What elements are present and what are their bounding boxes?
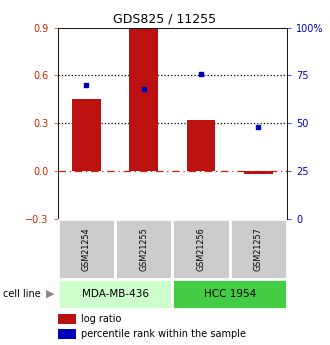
Text: GSM21257: GSM21257	[254, 227, 263, 271]
Text: GSM21254: GSM21254	[82, 227, 91, 271]
Text: GDS825 / 11255: GDS825 / 11255	[114, 12, 216, 25]
Bar	[172, 279, 287, 309]
Text: log ratio: log ratio	[81, 314, 121, 324]
Text: HCC 1954: HCC 1954	[204, 289, 256, 299]
Bar	[172, 219, 230, 279]
Bar	[58, 329, 76, 339]
Text: cell line: cell line	[3, 289, 41, 299]
Text: GSM21255: GSM21255	[139, 227, 148, 271]
Bar	[187, 120, 215, 171]
Point	[198, 71, 204, 76]
Bar	[115, 219, 172, 279]
Text: percentile rank within the sample: percentile rank within the sample	[81, 329, 246, 339]
Bar	[58, 219, 115, 279]
Text: MDA-MB-436: MDA-MB-436	[82, 289, 148, 299]
Point	[84, 82, 89, 88]
Bar	[230, 219, 287, 279]
Point	[141, 86, 147, 92]
Text: ▶: ▶	[46, 289, 54, 299]
Bar	[244, 171, 273, 175]
Bar	[58, 279, 172, 309]
Bar	[72, 99, 101, 171]
Point	[256, 125, 261, 130]
Bar	[129, 28, 158, 171]
Bar	[58, 314, 76, 324]
Text: GSM21256: GSM21256	[197, 227, 206, 271]
